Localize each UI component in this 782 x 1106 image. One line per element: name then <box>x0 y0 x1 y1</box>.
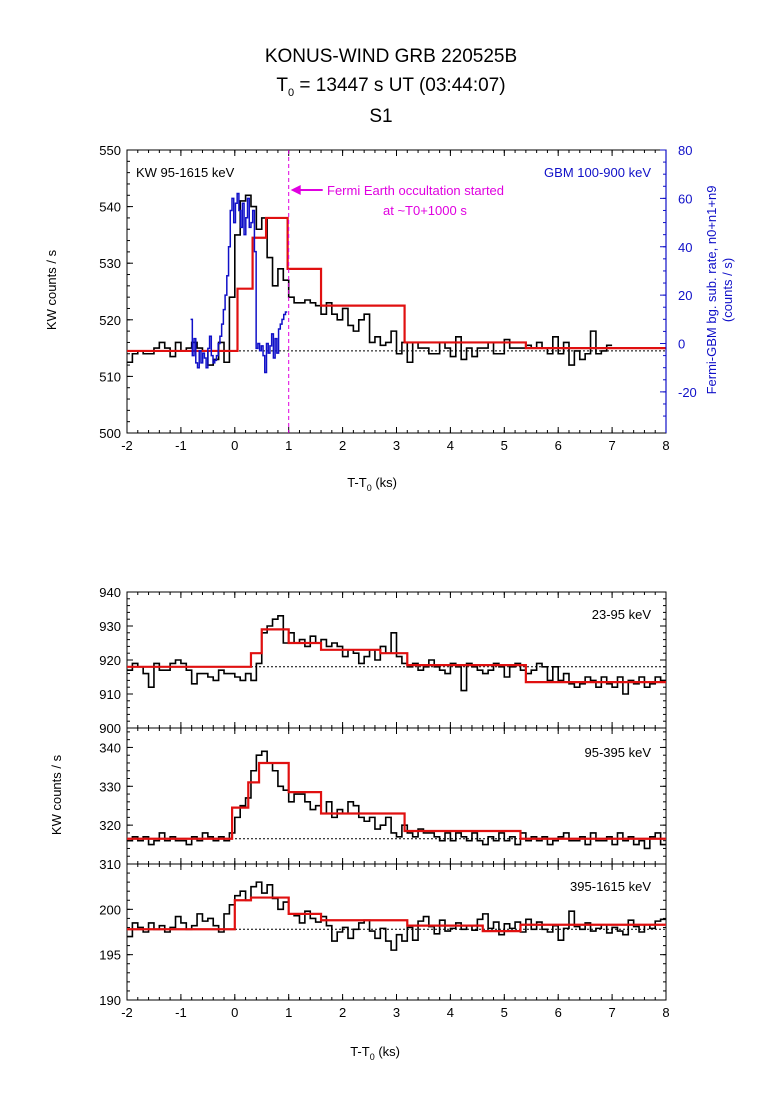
x-tick-label: 0 <box>231 1005 238 1020</box>
y-tick-label: 910 <box>99 687 121 702</box>
top-ylabel: KW counts / s <box>44 249 59 330</box>
top-y2label-2: (counts / s) <box>720 258 735 322</box>
y2-tick-label: 60 <box>678 191 692 206</box>
y-tick-label: 540 <box>99 200 121 215</box>
x-tick-label: 4 <box>447 1005 454 1020</box>
chart-subtitle: T0 = 13447 s UT (03:44:07) <box>276 75 505 99</box>
kw-lightcurve-top <box>127 194 613 366</box>
y2-tick-label: -20 <box>678 385 697 400</box>
x-tick-label: 7 <box>608 438 615 453</box>
x-tick-label: 1 <box>285 438 292 453</box>
y-tick-label: 920 <box>99 653 121 668</box>
kw-lightcurve-band1 <box>127 615 666 695</box>
detector-label: S1 <box>369 106 392 127</box>
x-tick-label: -1 <box>175 1005 187 1020</box>
fit-curve-band3 <box>127 896 666 933</box>
x-tick-label: 3 <box>393 438 400 453</box>
y-tick-label: 550 <box>99 143 121 158</box>
occultation-arrow-head <box>290 185 301 195</box>
x-tick-label: 3 <box>393 1005 400 1020</box>
y-tick-label: 200 <box>99 902 121 917</box>
x-tick-label: -2 <box>121 1005 133 1020</box>
x-tick-label: 2 <box>339 438 346 453</box>
top-legend-kw: KW 95-1615 keV <box>136 165 235 180</box>
y-tick-label: 330 <box>99 779 121 794</box>
y2-tick-label: 20 <box>678 288 692 303</box>
y-tick-label: 940 <box>99 585 121 600</box>
y2-tick-label: 0 <box>678 337 685 352</box>
y-tick-label: 520 <box>99 313 121 328</box>
x-tick-label: 1 <box>285 1005 292 1020</box>
y-tick-label: 510 <box>99 369 121 384</box>
x-tick-label: -2 <box>121 438 133 453</box>
y-tick-label: 310 <box>99 857 121 872</box>
y-tick-label: 930 <box>99 619 121 634</box>
y2-tick-label: 80 <box>678 143 692 158</box>
y-tick-label: 500 <box>99 426 121 441</box>
x-tick-label: 6 <box>555 438 562 453</box>
fit-curve-band2 <box>127 761 666 840</box>
x-tick-label: 5 <box>501 1005 508 1020</box>
x-tick-label: 4 <box>447 438 454 453</box>
x-tick-label: 6 <box>555 1005 562 1020</box>
plot-frame-band1 <box>126 591 667 729</box>
y-tick-label: 190 <box>99 993 121 1008</box>
top-panel: -2 -1 0 1 2 3 4 5 6 7 8 500 510 520 530 540 550 -20 0 20 40 6… <box>99 143 697 453</box>
gbm-lightcurve <box>190 192 288 374</box>
annotation-line1: Fermi Earth occultation started <box>327 183 504 198</box>
t0-rest: = 13447 s UT (03:44:07) <box>294 75 505 96</box>
y-tick-label: 340 <box>99 740 121 755</box>
y-tick-label: 900 <box>99 721 121 736</box>
bottom-xlabel: T-T0 (ks) <box>350 1044 400 1062</box>
top-y2label-1: Fermi-GBM bg. sub. rate, n0+n1+n9 <box>704 186 719 395</box>
chart-title: KONUS-WIND GRB 220525B <box>265 46 517 67</box>
x-tick-label: 5 <box>501 438 508 453</box>
band-label-3: 395-1615 keV <box>570 879 651 894</box>
x-tick-label: 7 <box>608 1005 615 1020</box>
y-tick-label: 320 <box>99 818 121 833</box>
x-tick-label: -1 <box>175 438 187 453</box>
bottom-panels: 900 910 920 930 940 310 320 330 340 -2 -1 0 1 2 3 4 5 6 7 8… <box>99 585 669 1020</box>
kw-lightcurve-band2 <box>127 750 666 850</box>
fit-curve-top <box>127 216 666 353</box>
x-tick-label: 0 <box>231 438 238 453</box>
annotation-line2: at ~T0+1000 s <box>383 203 467 218</box>
band-label-1: 23-95 keV <box>592 607 652 622</box>
y-tick-label: 530 <box>99 256 121 271</box>
fit-curve-band1 <box>127 628 666 684</box>
x-tick-label: 8 <box>662 438 669 453</box>
top-legend-gbm: GBM 100-900 keV <box>544 165 651 180</box>
y2-tick-label: 40 <box>678 240 692 255</box>
t0-symbol: T <box>276 75 288 96</box>
t0-sub: 0 <box>288 87 294 99</box>
band-label-2: 95-395 keV <box>585 745 652 760</box>
y-tick-label: 195 <box>99 948 121 963</box>
x-tick-label: 8 <box>662 1005 669 1020</box>
bottom-ylabel: KW counts / s <box>49 754 64 835</box>
x-tick-label: 2 <box>339 1005 346 1020</box>
top-xlabel: T-T0 (ks) <box>347 475 397 493</box>
